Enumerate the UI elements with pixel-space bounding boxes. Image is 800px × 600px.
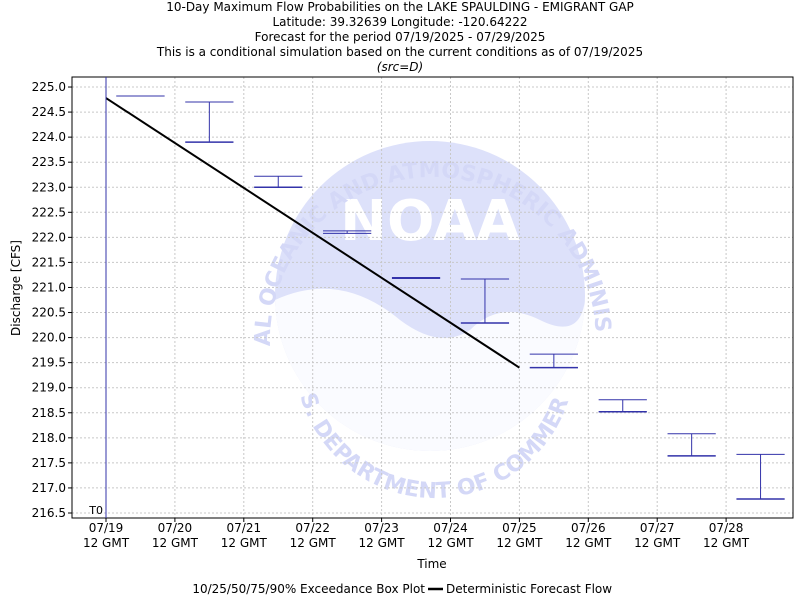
- x-tick-label-time: 12 GMT: [221, 536, 268, 550]
- grid-lines: [72, 77, 793, 518]
- x-tick-label-date: 07/28: [709, 521, 744, 535]
- box-plot-series: [116, 95, 785, 500]
- y-tick-label: 224.0: [32, 130, 66, 144]
- y-tick-label: 223.5: [32, 155, 66, 169]
- x-tick-label-date: 07/23: [364, 521, 399, 535]
- y-tick-label: 217.5: [32, 456, 66, 470]
- t0-marker: T0: [88, 77, 107, 518]
- deterministic-line: [105, 97, 520, 369]
- y-tick-label: 218.5: [32, 406, 66, 420]
- x-tick-label-time: 12 GMT: [290, 536, 337, 550]
- y-tick-label: 216.5: [32, 506, 66, 520]
- x-tick-label-time: 12 GMT: [427, 536, 474, 550]
- legend-box-label: 10/25/50/75/90% Exceedance Box Plot: [192, 582, 425, 596]
- x-tick-label-date: 07/21: [227, 521, 262, 535]
- plot-frame: [71, 76, 794, 519]
- deterministic-series: [105, 97, 520, 369]
- y-axis: 225.0 224.5 224.0 223.5 223.0 222.5 222.0 221.5…: [32, 80, 72, 520]
- y-tick-label: 219.0: [32, 381, 66, 395]
- x-tick-label-date: 07/20: [158, 521, 193, 535]
- watermark-bird-shape: [275, 288, 585, 451]
- chart-subtitle-conditions: This is a conditional simulation based o…: [156, 45, 644, 59]
- y-tick-label: 219.5: [32, 356, 66, 370]
- x-tick-label-time: 12 GMT: [83, 536, 130, 550]
- y-tick-label: 220.5: [32, 306, 66, 320]
- chart-title-block: 10-Day Maximum Flow Probabilities on the…: [0, 0, 800, 75]
- watermark-logo-text: NOAA: [340, 189, 520, 254]
- x-tick-label-date: 07/26: [571, 521, 606, 535]
- x-tick-label-time: 12 GMT: [152, 536, 199, 550]
- y-tick-label: 217.0: [32, 481, 66, 495]
- y-tick-label: 218.0: [32, 431, 66, 445]
- y-tick-label: 221.0: [32, 280, 66, 294]
- x-tick-label-time: 12 GMT: [703, 536, 750, 550]
- chart-source: (src=D): [376, 60, 424, 74]
- y-axis-label: Discharge [CFS]: [9, 240, 23, 336]
- x-tick-label-date: 07/27: [640, 521, 675, 535]
- x-tick-label-date: 07/24: [433, 521, 468, 535]
- y-tick-label: 225.0: [32, 80, 66, 94]
- chart-title: 10-Day Maximum Flow Probabilities on the…: [166, 0, 634, 14]
- y-tick-label: 223.0: [32, 180, 66, 194]
- x-axis-label: Time: [416, 557, 446, 571]
- noaa-watermark: NOAA NATIONAL OCEANIC AND ATMOSPHERIC AD…: [0, 0, 615, 504]
- y-tick-label: 220.0: [32, 331, 66, 345]
- legend-line-label: Deterministic Forecast Flow: [446, 582, 612, 596]
- y-tick-label: 224.5: [32, 105, 66, 119]
- y-tick-label: 222.5: [32, 205, 66, 219]
- x-tick-label-date: 07/25: [502, 521, 537, 535]
- x-tick-label-date: 07/22: [295, 521, 330, 535]
- x-tick-label-time: 12 GMT: [359, 536, 406, 550]
- x-tick-label-time: 12 GMT: [634, 536, 681, 550]
- x-tick-label-time: 12 GMT: [496, 536, 543, 550]
- y-tick-label: 221.5: [32, 255, 66, 269]
- x-tick-label-time: 12 GMT: [565, 536, 612, 550]
- y-tick-label: 222.0: [32, 230, 66, 244]
- legend: 10/25/50/75/90% Exceedance Box Plot Dete…: [192, 582, 612, 596]
- chart-subtitle-period: Forecast for the period 07/19/2025 - 07/…: [254, 30, 546, 44]
- t0-label: T0: [88, 504, 103, 517]
- x-tick-label-date: 07/19: [89, 521, 124, 535]
- chart-subtitle-location: Latitude: 39.32639 Longitude: -120.64222: [272, 15, 528, 29]
